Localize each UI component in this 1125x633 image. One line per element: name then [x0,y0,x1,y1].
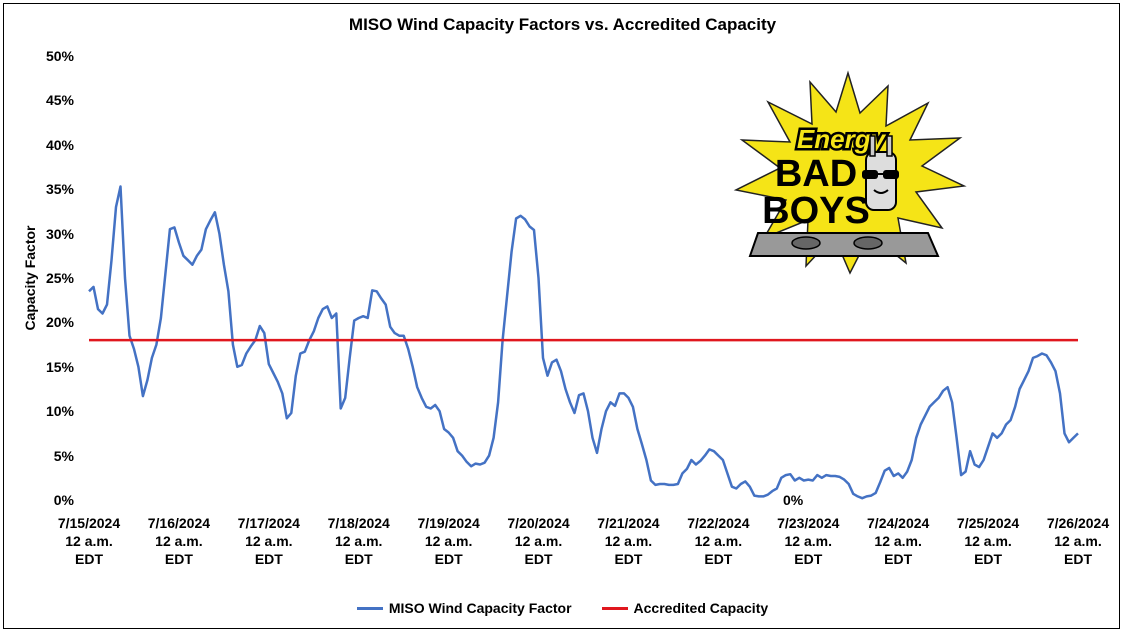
y-tick-label: 10% [45,403,74,420]
logo-text-bad: BAD [775,153,857,195]
legend: MISO Wind Capacity Factor Accredited Cap… [0,600,1125,616]
legend-swatch-accredited [601,606,628,610]
x-tick-label: 7/22/2024 12 a.m. EDT [687,515,750,567]
outlet-icon [748,232,940,257]
x-tick-label: 7/18/2024 12 a.m. EDT [327,515,390,567]
series-line-wind-capacity-factor [88,185,1079,500]
legend-swatch-wind [356,606,383,610]
chart-frame [3,3,1120,629]
legend-label-accredited: Accredited Capacity [633,600,769,616]
x-tick-label: 7/16/2024 12 a.m. EDT [147,515,211,567]
x-tick-label: 7/17/2024 12 a.m. EDT [237,515,300,567]
series-layer [88,185,1079,500]
legend-item-accredited: Accredited Capacity [601,600,769,616]
y-tick-label: 15% [45,358,74,375]
x-tick-label: 7/19/2024 12 a.m. EDT [417,515,480,567]
x-tick-label: 7/25/2024 12 a.m. EDT [956,515,1020,567]
y-tick-label: 40% [45,136,74,153]
logo-text-boys: BOYS [762,190,870,232]
zero-annotation: 0% [783,492,804,508]
x-tick-label: 7/24/2024 12 a.m. EDT [867,515,930,567]
legend-label-wind: MISO Wind Capacity Factor [388,600,572,616]
x-tick-label: 7/21/2024 12 a.m. EDT [597,515,660,567]
starburst-icon [733,70,967,275]
y-tick-label: 0% [53,492,74,508]
y-tick-label: 45% [45,92,74,109]
chart-title: MISO Wind Capacity Factors vs. Accredite… [348,15,777,34]
y-tick-label: 20% [45,314,74,331]
x-tick-label: 7/20/2024 12 a.m. EDT [507,515,570,567]
legend-item-wind: MISO Wind Capacity Factor [356,600,572,616]
x-tick-label: 7/23/2024 12 a.m. EDT [777,515,840,567]
energy-bad-boys-logo: Energy BAD BOYS [728,68,968,283]
y-tick-label: 25% [45,270,74,286]
x-tick-label: 7/15/2024 12 a.m. EDT [57,515,121,567]
plug-character-icon [862,135,899,211]
y-tick-label: 30% [45,225,74,242]
y-tick-label: 35% [45,181,74,198]
y-tick-label: 50% [45,48,74,64]
x-tick-label: 7/26/2024 12 a.m. EDT [1046,515,1110,567]
y-tick-label: 5% [53,447,74,464]
